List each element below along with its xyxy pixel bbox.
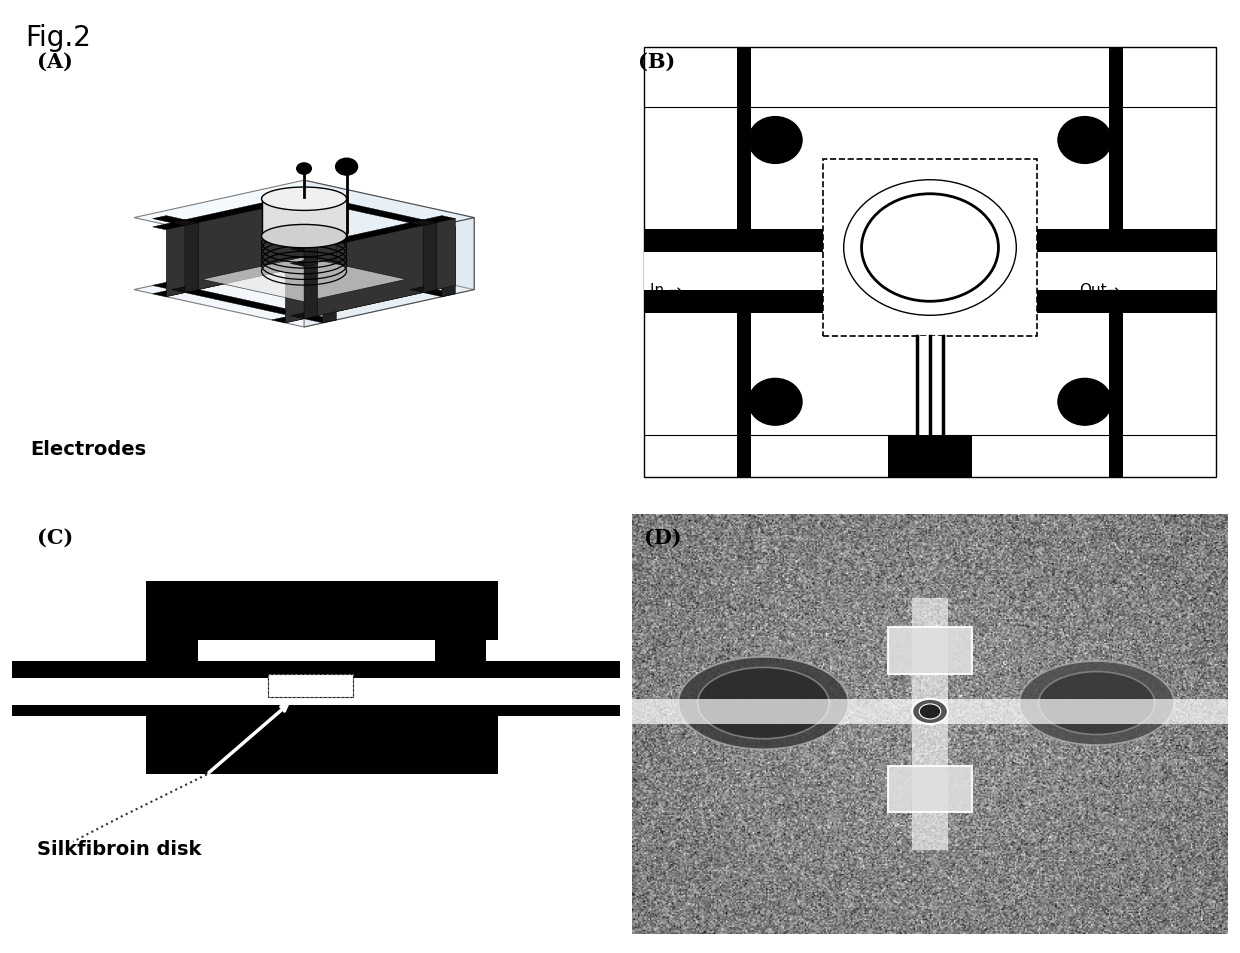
- Text: Fig.2: Fig.2: [25, 24, 91, 51]
- Text: Silkfibroin disk: Silkfibroin disk: [37, 840, 201, 859]
- Polygon shape: [153, 257, 336, 297]
- Polygon shape: [290, 247, 317, 253]
- Bar: [645, 253, 799, 291]
- Bar: [645, 230, 1215, 253]
- Polygon shape: [304, 218, 474, 328]
- Bar: [916, 337, 944, 439]
- Ellipse shape: [1058, 379, 1111, 426]
- Polygon shape: [153, 191, 336, 231]
- Bar: [12, 679, 620, 705]
- Polygon shape: [304, 250, 317, 319]
- Bar: [146, 581, 197, 775]
- Text: (A): (A): [37, 52, 73, 72]
- Text: Out→: Out→: [463, 682, 510, 700]
- Text: In →: In →: [650, 283, 682, 297]
- Bar: [888, 435, 972, 477]
- Polygon shape: [285, 219, 455, 323]
- Bar: [888, 766, 972, 812]
- Ellipse shape: [262, 188, 346, 212]
- Polygon shape: [171, 287, 198, 294]
- Text: In →: In →: [25, 682, 62, 700]
- Circle shape: [919, 704, 941, 720]
- Bar: [146, 716, 498, 775]
- Polygon shape: [272, 191, 455, 231]
- Circle shape: [296, 164, 311, 175]
- Polygon shape: [304, 181, 474, 291]
- Bar: [12, 661, 620, 716]
- Bar: [645, 291, 1215, 314]
- Polygon shape: [290, 261, 317, 267]
- Polygon shape: [185, 224, 198, 294]
- Text: Electrodes: Electrodes: [31, 439, 146, 458]
- Ellipse shape: [678, 658, 848, 749]
- Bar: [1109, 48, 1123, 477]
- Polygon shape: [166, 193, 336, 297]
- Polygon shape: [441, 228, 455, 297]
- Text: (C): (C): [37, 527, 73, 547]
- Polygon shape: [423, 224, 436, 294]
- Polygon shape: [290, 194, 317, 200]
- Bar: [146, 581, 498, 640]
- Polygon shape: [153, 216, 336, 256]
- Polygon shape: [322, 253, 336, 323]
- Polygon shape: [202, 257, 407, 302]
- Bar: [913, 598, 947, 850]
- Bar: [823, 159, 1037, 337]
- Bar: [268, 674, 352, 697]
- Bar: [1061, 253, 1215, 291]
- Bar: [632, 700, 1228, 724]
- Ellipse shape: [1019, 661, 1174, 745]
- Polygon shape: [134, 181, 474, 255]
- Polygon shape: [262, 199, 347, 237]
- Polygon shape: [171, 220, 198, 227]
- Ellipse shape: [749, 117, 802, 164]
- Text: (B): (B): [639, 52, 676, 72]
- Ellipse shape: [1058, 117, 1111, 164]
- Ellipse shape: [749, 379, 802, 426]
- Polygon shape: [272, 216, 455, 256]
- Text: (D): (D): [645, 527, 682, 547]
- Polygon shape: [290, 314, 317, 319]
- Polygon shape: [153, 283, 336, 323]
- Polygon shape: [272, 283, 455, 323]
- Polygon shape: [409, 287, 436, 294]
- Polygon shape: [409, 220, 436, 227]
- Ellipse shape: [262, 225, 346, 249]
- Polygon shape: [134, 253, 474, 328]
- Circle shape: [336, 159, 357, 176]
- Bar: [888, 628, 972, 674]
- Bar: [737, 48, 751, 477]
- Ellipse shape: [1039, 672, 1154, 735]
- Circle shape: [862, 194, 998, 302]
- Polygon shape: [272, 257, 455, 297]
- Bar: [435, 581, 486, 775]
- Bar: [268, 674, 352, 697]
- Circle shape: [913, 700, 947, 724]
- Text: Out→: Out→: [1079, 283, 1120, 297]
- Ellipse shape: [698, 668, 830, 739]
- Polygon shape: [304, 197, 317, 267]
